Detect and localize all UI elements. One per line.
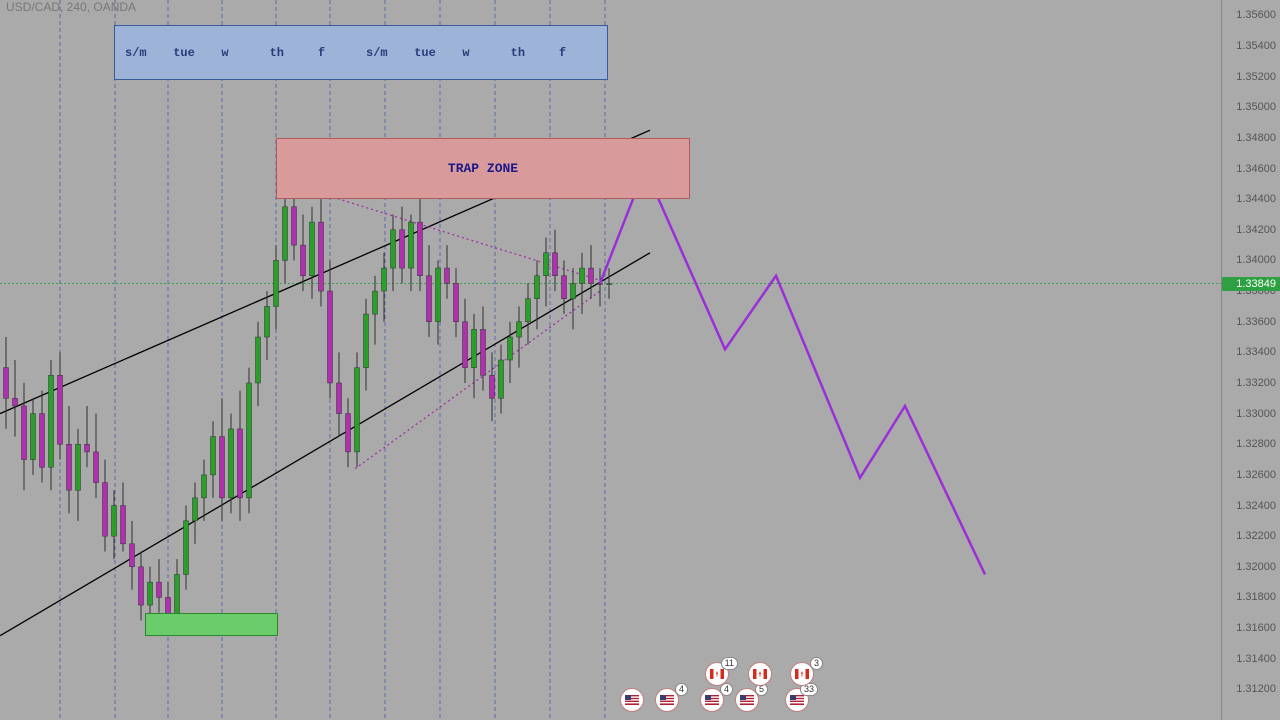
- trap-zone-label: TRAP ZONE: [448, 161, 518, 176]
- price-tick: 1.34600: [1236, 163, 1276, 175]
- day-label: tue: [414, 46, 462, 60]
- day-label: w: [221, 46, 269, 60]
- support-zone-box: [145, 613, 278, 636]
- day-label: s/m: [125, 46, 173, 60]
- event-badge[interactable]: [620, 688, 644, 712]
- price-tick: 1.31600: [1236, 622, 1276, 634]
- day-label: th: [270, 46, 318, 60]
- price-tick: 1.33200: [1236, 377, 1276, 389]
- day-label: s/m: [366, 46, 414, 60]
- event-count: 4: [675, 683, 688, 696]
- day-header-box: s/mtuewthfs/mtuewthf: [114, 25, 608, 80]
- day-label: f: [318, 46, 366, 60]
- price-tick: 1.33600: [1236, 316, 1276, 328]
- price-tick: 1.34400: [1236, 193, 1276, 205]
- price-axis: 1.35600 1.35400 1.35200 1.35000 1.34800 1.346…: [1221, 0, 1280, 720]
- chart-root[interactable]: USD/CAD, 240, OANDA 1.356001.354001.3520…: [0, 0, 1280, 720]
- price-tick: 1.35200: [1236, 71, 1276, 83]
- price-tick: 1.33000: [1236, 408, 1276, 420]
- price-tick: 1.33400: [1236, 346, 1276, 358]
- price-tick: 1.35000: [1236, 101, 1276, 113]
- price-tick: 1.32200: [1236, 530, 1276, 542]
- event-badge[interactable]: 3: [790, 662, 814, 686]
- price-tick: 1.34800: [1236, 132, 1276, 144]
- price-tick: 1.32000: [1236, 561, 1276, 573]
- price-tick: 1.31400: [1236, 653, 1276, 665]
- event-badge[interactable]: 4: [655, 688, 679, 712]
- price-tick: 1.31800: [1236, 591, 1276, 603]
- event-badge[interactable]: [748, 662, 772, 686]
- price-tick: 1.35600: [1236, 9, 1276, 21]
- day-label: tue: [173, 46, 221, 60]
- current-price-tag: 1.33849: [1222, 277, 1280, 291]
- day-label: w: [462, 46, 510, 60]
- price-tick: 1.32400: [1236, 500, 1276, 512]
- price-tick: 1.34200: [1236, 224, 1276, 236]
- event-count: 3: [810, 657, 823, 670]
- price-tick: 1.34000: [1236, 254, 1276, 266]
- day-label: th: [511, 46, 559, 60]
- day-label: f: [559, 46, 607, 60]
- trap-zone-box: TRAP ZONE: [276, 138, 690, 199]
- event-count: 11: [721, 657, 738, 670]
- event-badge[interactable]: 4: [700, 688, 724, 712]
- price-tick: 1.35400: [1236, 40, 1276, 52]
- price-tick: 1.32600: [1236, 469, 1276, 481]
- price-tick: 1.31200: [1236, 683, 1276, 695]
- price-tick: 1.32800: [1236, 438, 1276, 450]
- event-badge[interactable]: 5: [735, 688, 759, 712]
- event-badge[interactable]: 11: [705, 662, 729, 686]
- event-badge[interactable]: 33: [785, 688, 809, 712]
